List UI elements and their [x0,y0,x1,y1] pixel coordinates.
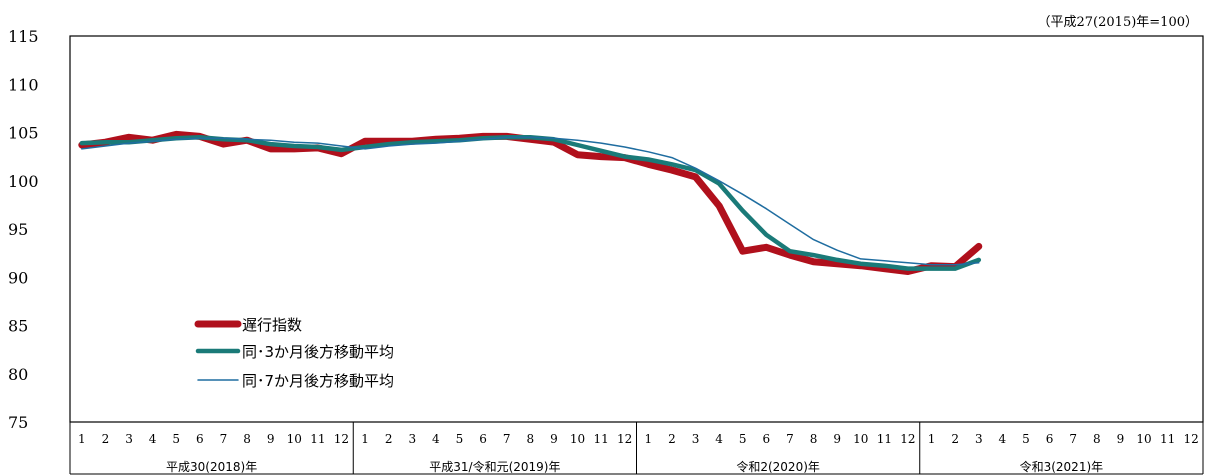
month-label: 5 [739,432,747,446]
month-label: 10 [853,432,868,446]
month-label: 11 [877,432,892,446]
month-label: 8 [810,432,818,446]
y-tick-label: 90 [8,268,28,287]
month-label: 3 [408,432,416,446]
month-label: 12 [900,432,915,446]
month-label: 7 [1069,432,1077,446]
y-tick-label: 95 [8,220,28,239]
month-label: 2 [951,432,959,446]
y-axis: 115 110 105 100 95 90 85 80 75 [8,27,39,432]
month-label: 1 [928,432,936,446]
month-label: 4 [149,432,157,446]
month-label: 9 [833,432,841,446]
month-label: 10 [570,432,585,446]
unit-note: （平成27(2015)年=100） [1038,15,1198,30]
month-label: 8 [526,432,534,446]
month-label: 3 [975,432,983,446]
legend-label-3: 同･7か月後方移動平均 [242,372,394,390]
month-label: 8 [1093,432,1101,446]
month-label: 5 [172,432,180,446]
month-label: 5 [456,432,464,446]
year-label: 平成31/令和元(2019)年 [429,459,560,474]
month-label: 1 [361,432,369,446]
month-label: 6 [196,432,204,446]
month-label: 12 [1184,432,1199,446]
series-line-2 [79,135,982,271]
month-label: 3 [692,432,700,446]
month-label: 6 [1046,432,1054,446]
legend-label-1: 遅行指数 [242,316,302,334]
y-tick-label: 80 [8,365,28,384]
month-label: 6 [479,432,487,446]
month-label: 11 [310,432,325,446]
y-tick-label: 100 [8,172,39,191]
plot-area [69,35,1204,423]
year-label: 令和2(2020)年 [736,459,820,474]
y-tick-label: 110 [8,75,39,94]
y-tick-label: 105 [8,124,39,143]
month-label: 6 [763,432,771,446]
month-label: 9 [550,432,558,446]
month-label: 8 [243,432,251,446]
series-line-1 [78,130,983,275]
month-label: 12 [617,432,632,446]
year-label: 平成30(2018)年 [166,460,257,474]
month-label: 4 [432,432,440,446]
month-label: 2 [385,432,393,446]
month-label: 3 [125,432,133,446]
month-label: 7 [503,432,511,446]
plot-frame [69,35,1204,423]
month-label: 4 [715,432,723,446]
y-tick-label: 75 [8,413,28,432]
legend-label-2: 同･3か月後方移動平均 [242,343,394,361]
month-label: 4 [999,432,1007,446]
month-label: 9 [267,432,275,446]
month-label: 7 [786,432,794,446]
y-tick-label: 85 [8,317,28,336]
month-label: 2 [102,432,110,446]
month-label: 11 [1160,432,1175,446]
y-tick-label: 115 [8,27,39,46]
month-label: 11 [593,432,608,446]
month-label: 2 [668,432,676,446]
month-label: 7 [220,432,228,446]
month-label: 10 [1136,432,1151,446]
month-label: 1 [78,432,86,446]
year-label: 令和3(2021)年 [1020,459,1104,474]
month-label: 10 [287,432,302,446]
month-label: 5 [1022,432,1030,446]
series-line-3 [81,136,980,266]
month-label: 9 [1117,432,1125,446]
month-label: 12 [334,432,349,446]
month-label: 1 [644,432,652,446]
